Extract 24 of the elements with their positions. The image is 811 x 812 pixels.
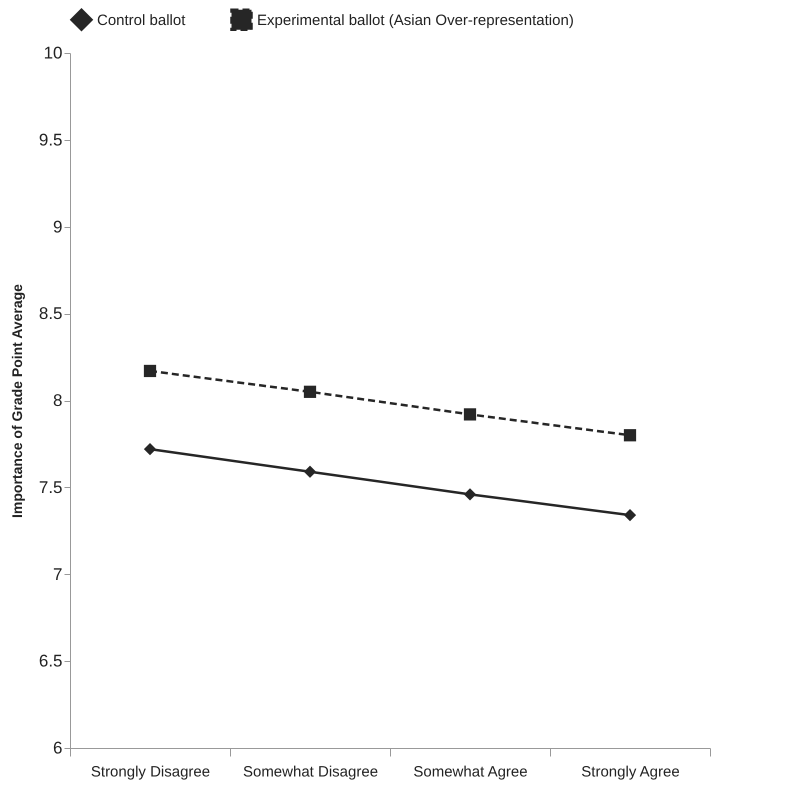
point [624,429,636,442]
y-tick-label: 6.5 [38,652,62,671]
point [144,443,156,456]
x-tick-label: Somewhat Agree [413,764,528,780]
y-tick-label: 7.5 [38,478,62,497]
y-tick-label: 10 [44,44,62,62]
x-tick-label: Strongly Disagree [90,764,210,780]
point [304,386,316,398]
x-tick-label: Somewhat Disagree [242,764,378,780]
point [144,364,156,378]
point [464,488,476,500]
point [464,408,476,421]
point [624,509,636,522]
x-tick-label: Strongly Agree [581,764,680,780]
y-axis-title: Importance of Grade Point Average [8,284,25,518]
y-tick-label: 8.5 [38,304,62,324]
legend-label: Experimental ballot (Asian Over-representation) [257,12,574,29]
legend-label: Control ballot [97,12,186,29]
y-tick-label: 8 [53,391,62,410]
y-tick-label: 9 [53,217,62,236]
y-tick-label: 6 [53,738,62,758]
y-tick-label: 9.5 [38,130,62,150]
y-tick-label: 7 [53,564,62,584]
point [304,466,316,478]
